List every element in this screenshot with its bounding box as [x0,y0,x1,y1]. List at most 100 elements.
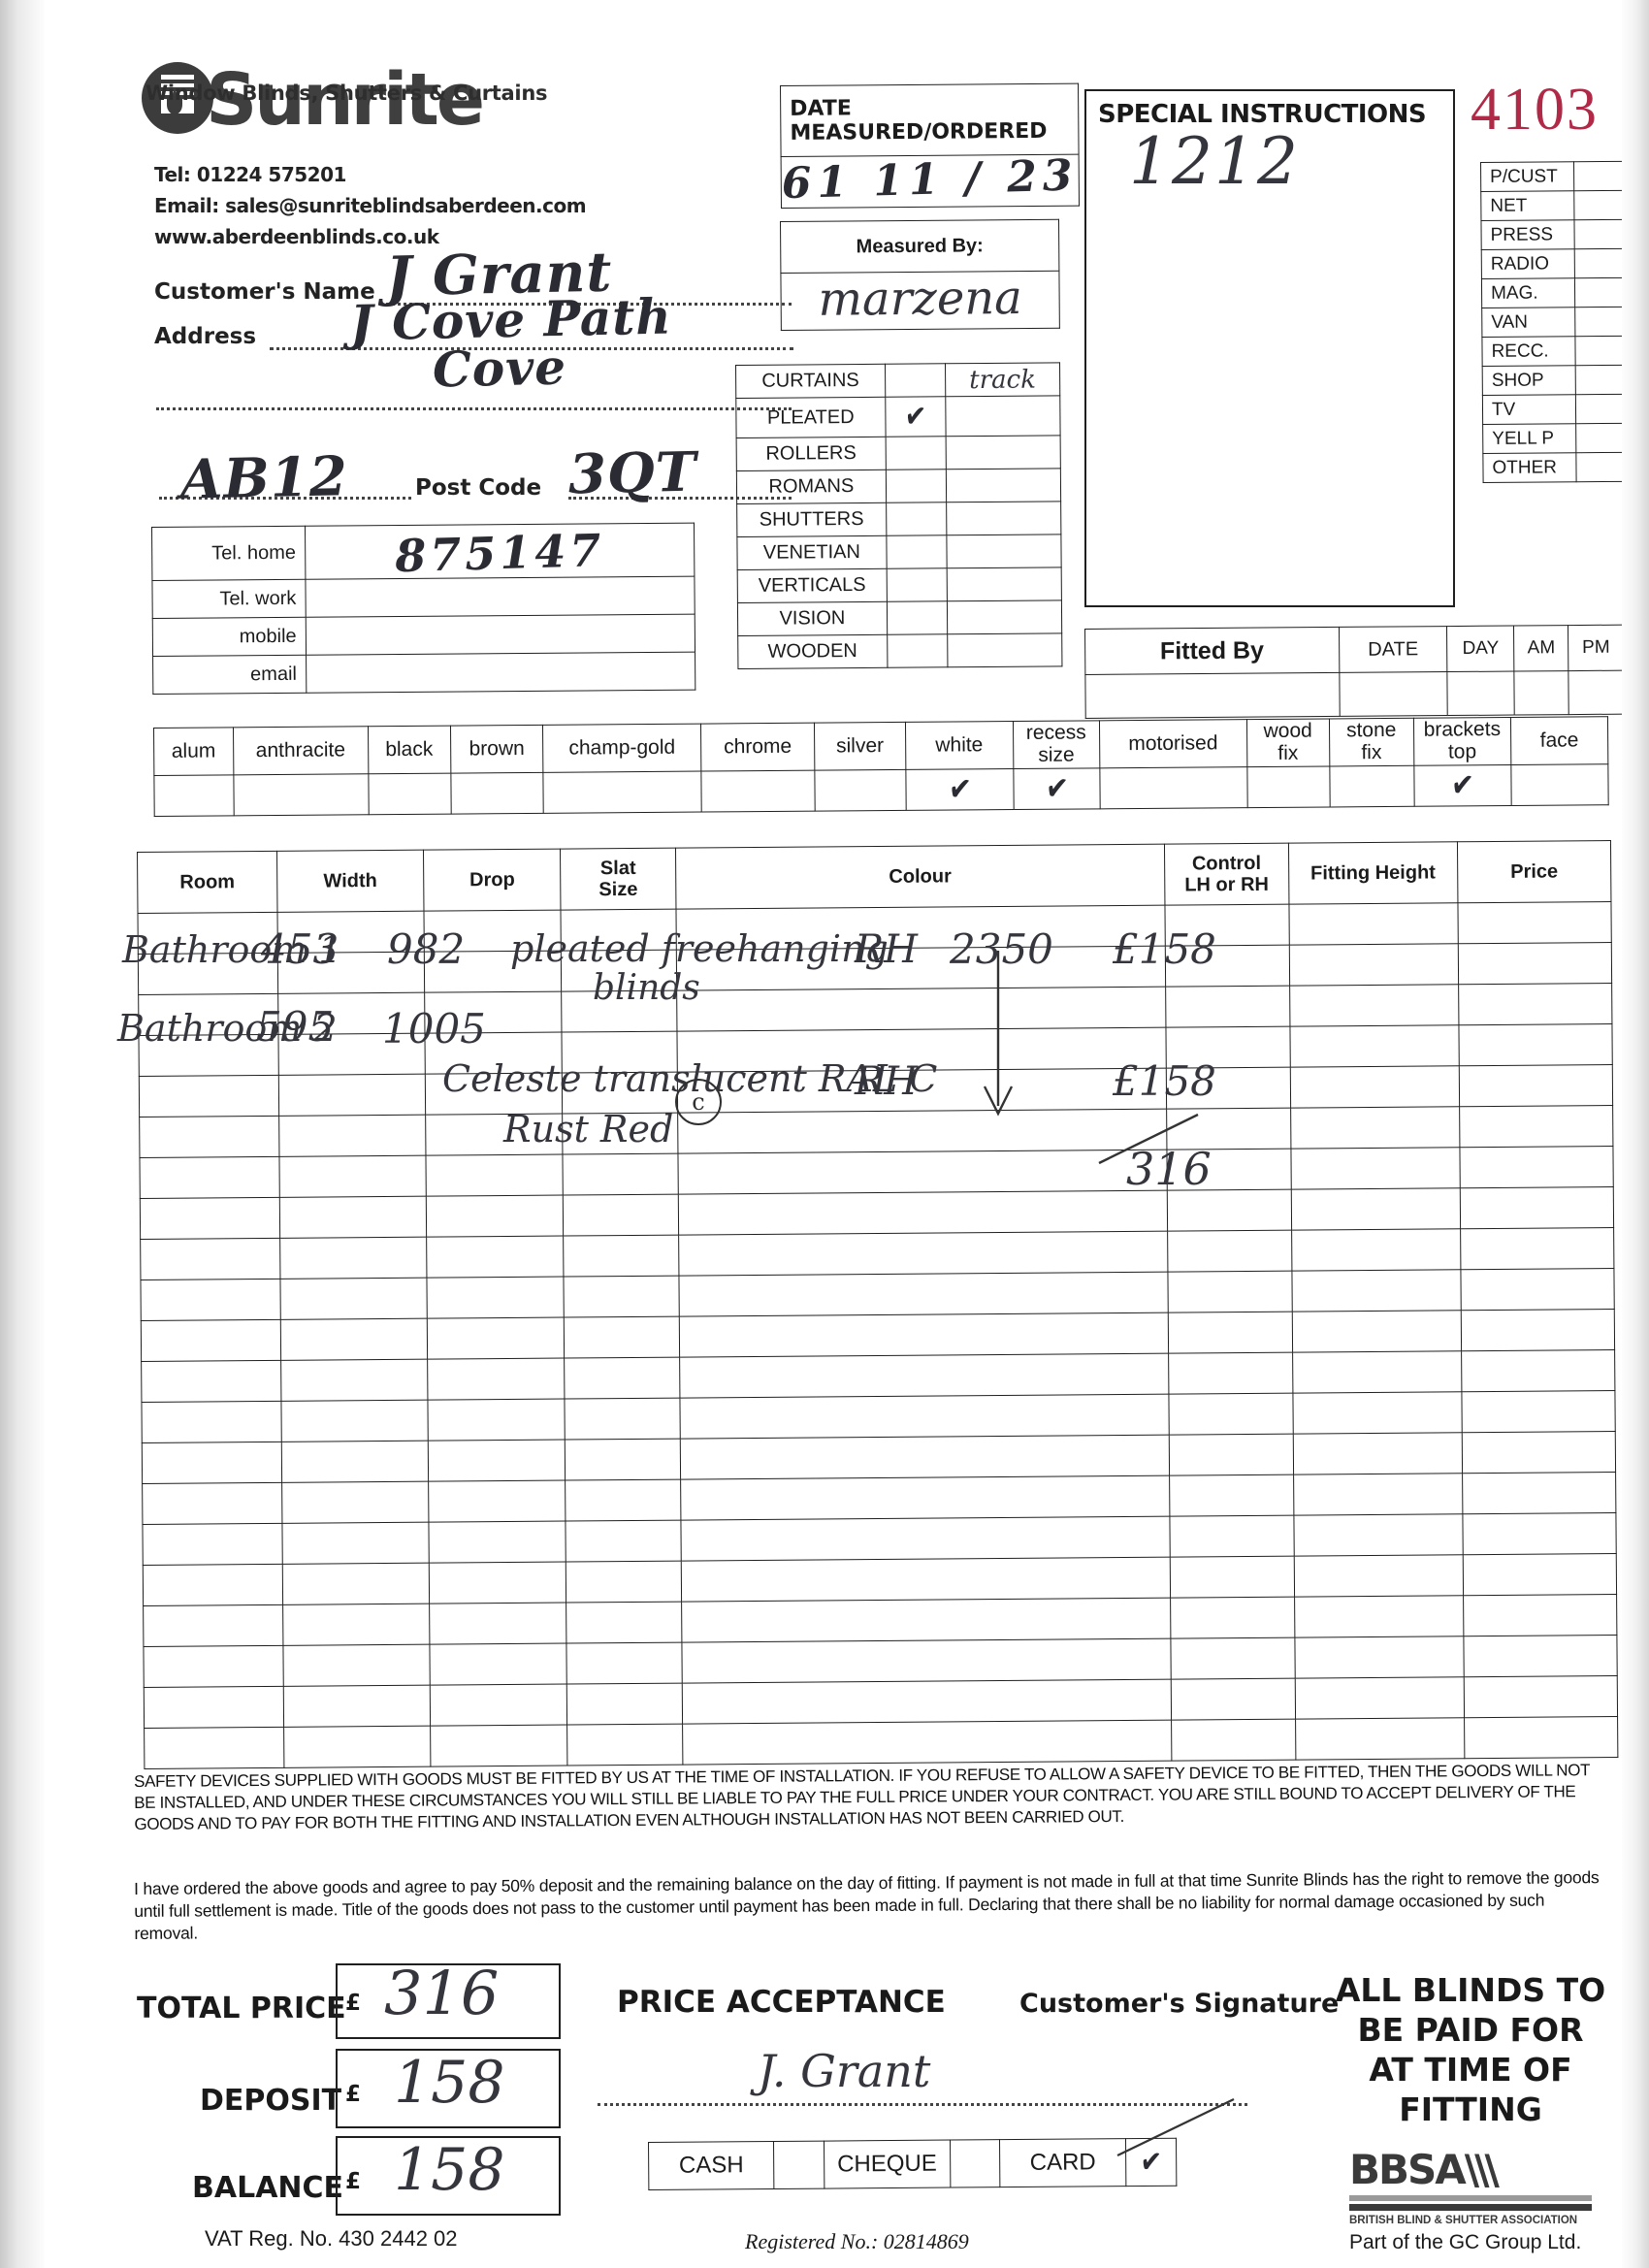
option-check[interactable] [543,771,702,814]
table-cell[interactable] [1459,1146,1614,1188]
table-cell[interactable] [1170,1637,1295,1680]
table-cell[interactable] [423,910,562,953]
table-cell[interactable] [563,1153,678,1196]
product-type-note[interactable] [946,468,1061,502]
table-cell[interactable] [430,1684,568,1727]
table-cell[interactable] [143,1604,283,1647]
option-check[interactable] [1510,763,1609,806]
table-cell[interactable] [428,1480,566,1523]
table-cell[interactable] [562,990,677,1033]
product-type-check[interactable] [886,469,947,503]
lead-source-check[interactable] [1573,190,1624,220]
table-cell[interactable] [565,1357,680,1400]
table-cell[interactable] [281,1481,429,1524]
fitted-by-value[interactable] [1084,672,1340,719]
table-cell[interactable] [141,1360,281,1403]
deposit-box[interactable] [336,2049,561,2128]
table-cell[interactable] [424,951,563,993]
payment-method-check[interactable] [950,2139,1001,2188]
table-cell[interactable] [1462,1472,1616,1514]
product-type-note[interactable] [947,632,1062,667]
option-check[interactable] [700,770,816,813]
product-type-note[interactable] [946,501,1061,535]
table-cell[interactable] [1463,1635,1618,1677]
table-cell[interactable] [137,912,278,955]
payment-method-check[interactable] [773,2141,824,2189]
table-cell[interactable] [1294,1676,1465,1720]
table-cell[interactable] [676,987,1167,1032]
option-check[interactable] [368,773,451,815]
measured-by-value-cell[interactable]: marzena [780,271,1060,331]
table-cell[interactable] [675,946,1166,991]
product-type-check[interactable] [886,567,948,602]
table-cell[interactable] [142,1482,282,1525]
table-cell[interactable] [277,952,425,994]
table-cell[interactable] [1289,984,1459,1027]
lead-source-check[interactable] [1573,219,1625,249]
table-cell[interactable] [681,1638,1172,1684]
total-price-box[interactable] [336,1963,561,2039]
table-cell[interactable] [564,1316,680,1359]
table-cell[interactable] [1291,1310,1462,1353]
table-cell[interactable] [1460,1186,1614,1229]
table-cell[interactable] [1294,1595,1464,1638]
table-cell[interactable] [426,1277,565,1319]
table-cell[interactable] [427,1358,566,1401]
product-type-check[interactable] [886,535,948,569]
product-type-note[interactable] [945,395,1061,437]
table-cell[interactable] [138,953,278,995]
table-cell[interactable] [140,1279,281,1321]
table-cell[interactable] [140,1197,280,1240]
table-cell[interactable] [679,1435,1170,1480]
table-cell[interactable] [1289,1065,1460,1109]
table-cell[interactable] [144,1727,284,1769]
table-cell[interactable] [277,1033,426,1076]
table-cell[interactable] [279,1237,427,1280]
table-cell[interactable] [680,1516,1171,1562]
table-cell[interactable] [566,1520,681,1563]
contact-value-cell[interactable] [305,614,695,656]
table-cell[interactable] [1461,1390,1616,1433]
table-cell[interactable] [1166,1067,1291,1110]
table-cell[interactable] [1292,1391,1463,1435]
table-cell[interactable] [1458,942,1612,985]
table-cell[interactable] [429,1603,567,1645]
product-type-check[interactable] [887,600,948,635]
fitted-pm-value[interactable] [1568,670,1625,715]
table-cell[interactable] [281,1522,430,1565]
table-cell[interactable] [1170,1556,1295,1599]
product-type-note[interactable] [946,534,1062,568]
table-cell[interactable] [566,1479,681,1522]
table-cell[interactable] [280,1318,428,1361]
table-cell[interactable] [681,1598,1171,1643]
lead-source-check[interactable] [1573,161,1624,191]
table-cell[interactable] [563,1113,678,1155]
lead-source-check[interactable] [1574,277,1625,308]
table-cell[interactable] [1459,1064,1613,1107]
table-cell[interactable] [1461,1349,1615,1392]
table-cell[interactable] [565,1439,681,1481]
table-cell[interactable] [138,993,278,1036]
table-cell[interactable] [677,1150,1168,1195]
table-cell[interactable] [1292,1350,1462,1394]
product-type-note[interactable] [947,599,1062,634]
table-cell[interactable] [141,1319,281,1362]
table-cell[interactable] [425,1114,564,1156]
table-cell[interactable] [1166,1149,1291,1191]
table-cell[interactable] [424,1032,563,1075]
table-cell[interactable] [139,1075,279,1118]
table-cell[interactable] [1294,1636,1465,1679]
table-cell[interactable] [1165,904,1289,947]
table-cell[interactable] [1165,986,1290,1028]
table-cell[interactable] [1168,1312,1293,1354]
table-cell[interactable] [282,1563,430,1605]
table-cell[interactable] [276,911,425,954]
table-cell[interactable] [564,1276,679,1318]
table-cell[interactable] [1169,1474,1294,1517]
date-value-cell[interactable]: 61 11 / 23 [781,150,1080,209]
table-cell[interactable] [1168,1393,1293,1436]
table-cell[interactable] [1458,983,1612,1025]
table-cell[interactable] [1292,1432,1463,1475]
fitted-date-value[interactable] [1339,671,1448,717]
table-cell[interactable] [1293,1513,1464,1557]
